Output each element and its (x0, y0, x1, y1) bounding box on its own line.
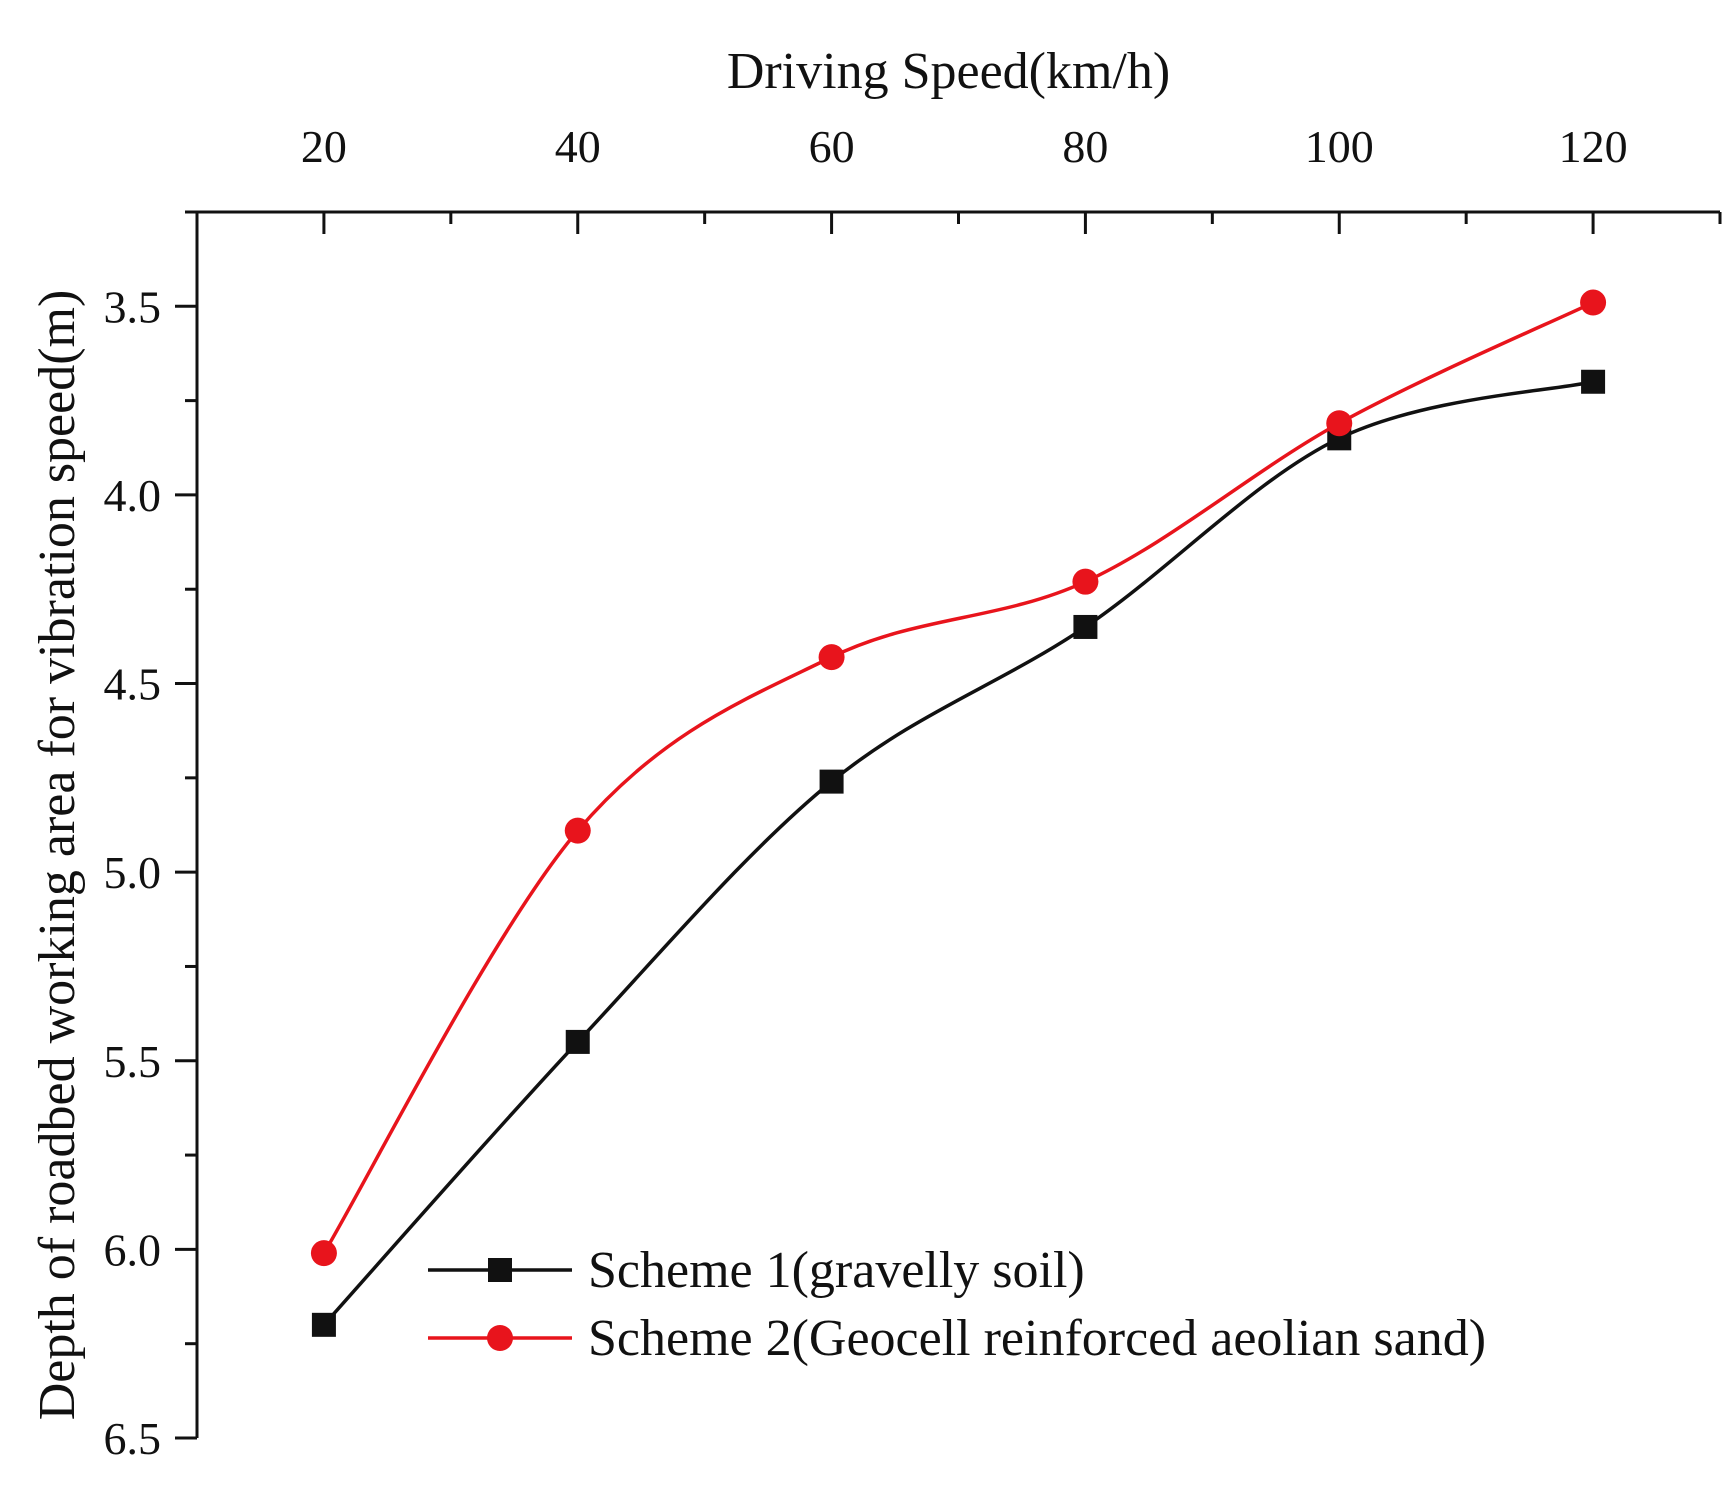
legend-item-2: Scheme 2(Geocell reinforced aeolian sand… (428, 1310, 1486, 1367)
y-tick-label: 5.5 (104, 1036, 162, 1087)
y-tick-label: 4.5 (104, 659, 162, 710)
series-2-point (818, 644, 845, 671)
series-2-point (1072, 568, 1099, 595)
x-axis-title: Driving Speed(km/h) (727, 43, 1170, 100)
y-tick-label: 3.5 (104, 281, 162, 332)
series (310, 289, 1607, 1337)
series-2-point (1326, 410, 1353, 437)
x-tick-label: 60 (809, 121, 855, 172)
y-tick-label: 6.5 (104, 1413, 162, 1464)
series-1-point (311, 1312, 336, 1337)
series-1-point (1581, 369, 1606, 394)
ticks: 20 40 60 80 100 120 3.5 4.0 4.5 5.0 5.5 6.0 6.5 (104, 121, 1722, 1464)
legend-label: Scheme 1(gravelly soil) (588, 1242, 1085, 1299)
series-2 (310, 289, 1607, 1267)
y-tick-label: 6.0 (104, 1224, 162, 1275)
series-1-point (1073, 614, 1098, 639)
legend-label: Scheme 2(Geocell reinforced aeolian sand… (588, 1310, 1486, 1367)
series-1 (311, 369, 1606, 1337)
legend: Scheme 1(gravelly soil) Scheme 2(Geocell … (428, 1242, 1486, 1367)
y-tick-label: 4.0 (104, 470, 162, 521)
series-1-point (565, 1029, 590, 1054)
x-tick-label: 40 (555, 121, 601, 172)
x-tick-label: 120 (1559, 121, 1628, 172)
series-2-line (322, 300, 1594, 1255)
x-tick-label: 100 (1305, 121, 1374, 172)
series-1-point (819, 769, 844, 794)
series-2-point (564, 817, 591, 844)
legend-item-1: Scheme 1(gravelly soil) (428, 1242, 1085, 1299)
y-tick-label: 5.0 (104, 847, 162, 898)
series-2-point (1580, 289, 1607, 316)
legend-marker (488, 1258, 512, 1282)
legend-marker (487, 1325, 513, 1351)
x-tick-label: 20 (301, 121, 347, 172)
y-axis-title: Depth of roadbed working area for vibrat… (29, 290, 86, 1421)
series-1-line (322, 380, 1594, 1326)
series-2-point (310, 1240, 337, 1267)
x-tick-label: 80 (1062, 121, 1108, 172)
